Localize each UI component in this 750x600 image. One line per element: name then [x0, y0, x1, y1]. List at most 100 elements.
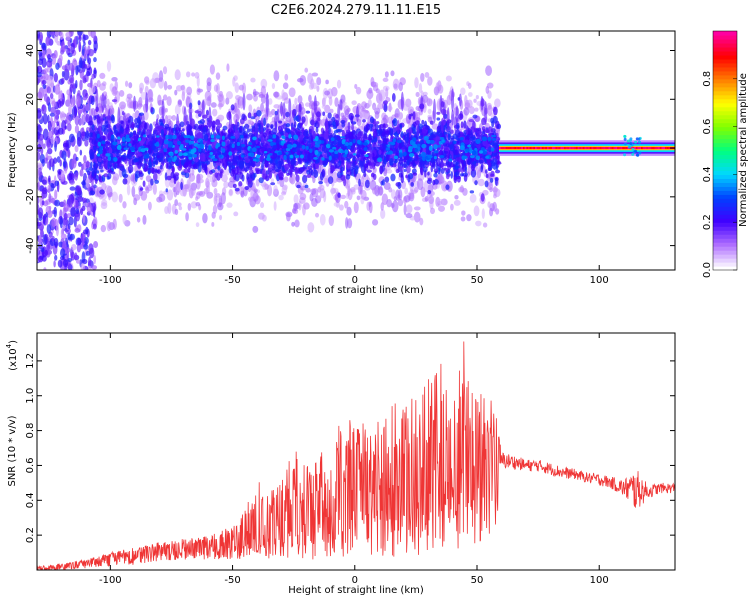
heatmap-speckle — [53, 237, 59, 247]
heatmap-cell — [337, 192, 341, 198]
heatmap-speckle — [100, 202, 108, 210]
heatmap-cell — [175, 161, 180, 167]
heatmap-speckle — [162, 66, 168, 75]
heatmap-cell — [164, 126, 168, 130]
heatmap-speckle — [142, 214, 147, 225]
heatmap-speckle — [147, 88, 153, 101]
heatmap-speckle — [68, 216, 74, 226]
heatmap-speckle — [167, 118, 172, 126]
heatmap-cell — [138, 130, 142, 136]
heatmap-cell — [495, 162, 499, 171]
heatmap-cell — [430, 134, 436, 138]
heatmap-cell — [142, 180, 146, 188]
heatmap-speckle — [59, 90, 63, 102]
heatmap-cell — [209, 170, 213, 175]
heatmap-speckle — [181, 84, 186, 97]
heatmap-speckle — [492, 201, 497, 212]
heatmap-cell — [381, 179, 385, 186]
heatmap-cell — [215, 119, 221, 126]
heatmap-speckle — [111, 76, 118, 82]
heatmap-speckle — [48, 177, 51, 185]
heatmap-speckle — [96, 80, 101, 88]
heatmap-speckle — [304, 67, 309, 73]
heatmap-cell — [392, 118, 398, 127]
heatmap-speckle — [101, 182, 107, 191]
heatmap-speckle — [54, 189, 58, 200]
heatmap-speckle — [195, 202, 201, 207]
heatmap-speckle — [81, 205, 86, 212]
heatmap-speckle — [44, 157, 48, 164]
heatmap-speckle — [209, 175, 213, 183]
heatmap-speckle — [254, 195, 261, 205]
heatmap-speckle — [248, 104, 253, 113]
heatmap-cell — [398, 172, 403, 178]
heatmap-cell — [469, 190, 475, 194]
heatmap-speckle — [90, 31, 96, 39]
heatmap-speckle — [328, 215, 334, 227]
heatmap-cell — [322, 152, 328, 157]
heatmap-cell — [142, 163, 145, 170]
heatmap-speckle — [102, 81, 107, 87]
heatmap-speckle — [252, 91, 260, 96]
heatmap-speckle — [473, 98, 477, 103]
heatmap-cell — [286, 172, 290, 176]
heatmap-speckle — [294, 97, 298, 106]
heatmap-cell — [247, 112, 252, 119]
heatmap-speckle — [152, 183, 157, 195]
heatmap-cell — [368, 134, 372, 139]
heatmap-speckle — [226, 63, 230, 72]
heatmap-speckle — [111, 86, 118, 96]
heatmap-cell — [100, 169, 104, 173]
heatmap-cell — [98, 174, 102, 182]
heatmap-speckle — [41, 179, 47, 185]
heatmap-cell — [405, 174, 408, 179]
heatmap-speckle — [489, 207, 494, 217]
heatmap-speckle — [147, 201, 152, 211]
heatmap-speckle — [80, 263, 85, 270]
heatmap-speckle — [124, 80, 129, 87]
heatmap-speckle — [477, 178, 485, 187]
heatmap-speckle — [43, 200, 49, 207]
heatmap-cell — [366, 169, 372, 173]
heatmap-speckle — [46, 224, 52, 234]
heatmap-cell — [245, 161, 251, 169]
heatmap-cell — [295, 174, 300, 183]
heatmap-speckle — [91, 177, 94, 187]
heatmap-speckle — [355, 86, 362, 95]
heatmap-cell — [119, 165, 125, 171]
heatmap-cell — [410, 182, 415, 187]
heatmap-cell — [93, 152, 97, 160]
heatmap-speckle — [375, 88, 380, 94]
heatmap-speckle — [122, 201, 127, 209]
heatmap-cell — [238, 181, 243, 187]
heatmap-speckle — [177, 202, 182, 207]
heatmap-speckle — [83, 64, 88, 69]
heatmap-speckle — [199, 190, 206, 197]
heatmap-cell — [299, 122, 303, 129]
heatmap-cell — [426, 179, 432, 185]
heatmap-speckle — [60, 176, 65, 182]
heatmap-speckle — [87, 39, 92, 46]
heatmap-speckle — [460, 216, 466, 222]
heatmap-speckle — [37, 66, 40, 73]
heatmap-cell — [304, 184, 309, 189]
heatmap-cell — [352, 161, 356, 170]
heatmap-speckle — [42, 128, 49, 141]
heatmap-cell — [154, 179, 160, 184]
heatmap-cell — [285, 123, 291, 128]
heatmap-speckle — [88, 108, 94, 117]
heatmap-cell — [485, 173, 489, 179]
heatmap-cell — [96, 170, 100, 174]
heatmap-speckle — [360, 176, 365, 185]
heatmap-speckle — [91, 85, 96, 94]
heatmap-speckle — [415, 91, 420, 98]
heatmap-speckle — [53, 157, 58, 164]
heatmap-cell — [477, 127, 481, 131]
heatmap-cell — [129, 131, 134, 138]
heatmap-cell — [421, 119, 425, 125]
heatmap-cell — [184, 172, 190, 179]
heatmap-cell — [241, 113, 246, 120]
heatmap-speckle — [291, 221, 295, 227]
heatmap-speckle — [374, 110, 380, 119]
heatmap-speckle — [311, 82, 318, 90]
